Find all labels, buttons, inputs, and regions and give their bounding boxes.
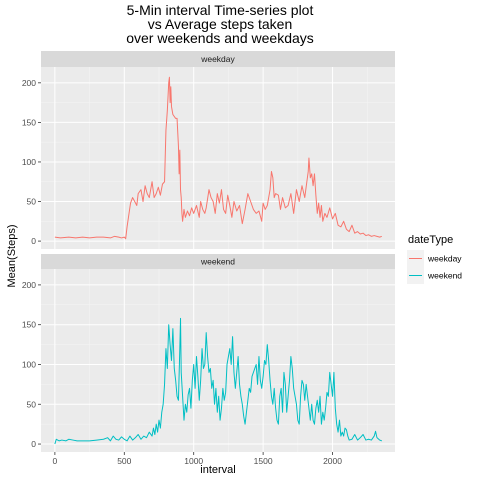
legend-item-weekday: weekday: [407, 250, 462, 267]
y-tick-label: 50: [27, 399, 37, 409]
facet-strip: [41, 51, 395, 67]
x-tick-label: 2000: [323, 456, 342, 466]
chart-title-line: vs Average steps taken: [148, 16, 293, 32]
series-line-weekday: [54, 76, 382, 240]
series-line-weekend: [54, 317, 382, 445]
x-axis-title: interval: [200, 464, 235, 476]
facet-strip-label: weekday: [200, 54, 235, 64]
facet-panel-weekday: weekday 0 50 100 150 200: [22, 51, 395, 249]
legend-title: dateType: [408, 234, 453, 246]
facet-strip: [41, 254, 395, 269]
y-tick-label: 100: [22, 157, 36, 167]
x-tick-label: 1500: [254, 456, 273, 466]
x-tick-label: 1000: [184, 456, 203, 466]
legend-label: weekend: [427, 271, 462, 281]
y-tick-label: 0: [31, 439, 36, 449]
legend-label: weekday: [427, 254, 462, 264]
y-tick-label: 150: [22, 117, 36, 127]
legend: dateType weekday weekend: [407, 234, 462, 284]
facet-strip-label: weekend: [200, 257, 235, 267]
x-tick-label: 500: [117, 456, 131, 466]
legend-item-weekend: weekend: [407, 267, 462, 284]
chart-title-line: 5-Min interval Time-series plot: [127, 2, 314, 18]
plot-background: [41, 67, 395, 249]
x-tick-label: 0: [53, 456, 58, 466]
chart-title-line: over weekends and weekdays: [126, 30, 314, 46]
y-tick-label: 150: [22, 320, 36, 330]
y-tick-label: 200: [22, 78, 36, 88]
y-axis-title: Mean(Steps): [6, 225, 18, 288]
y-tick-label: 50: [27, 197, 37, 207]
y-tick-label: 200: [22, 280, 36, 290]
plot-background: [41, 269, 395, 452]
y-tick-label: 0: [31, 236, 36, 246]
y-tick-label: 100: [22, 359, 36, 369]
